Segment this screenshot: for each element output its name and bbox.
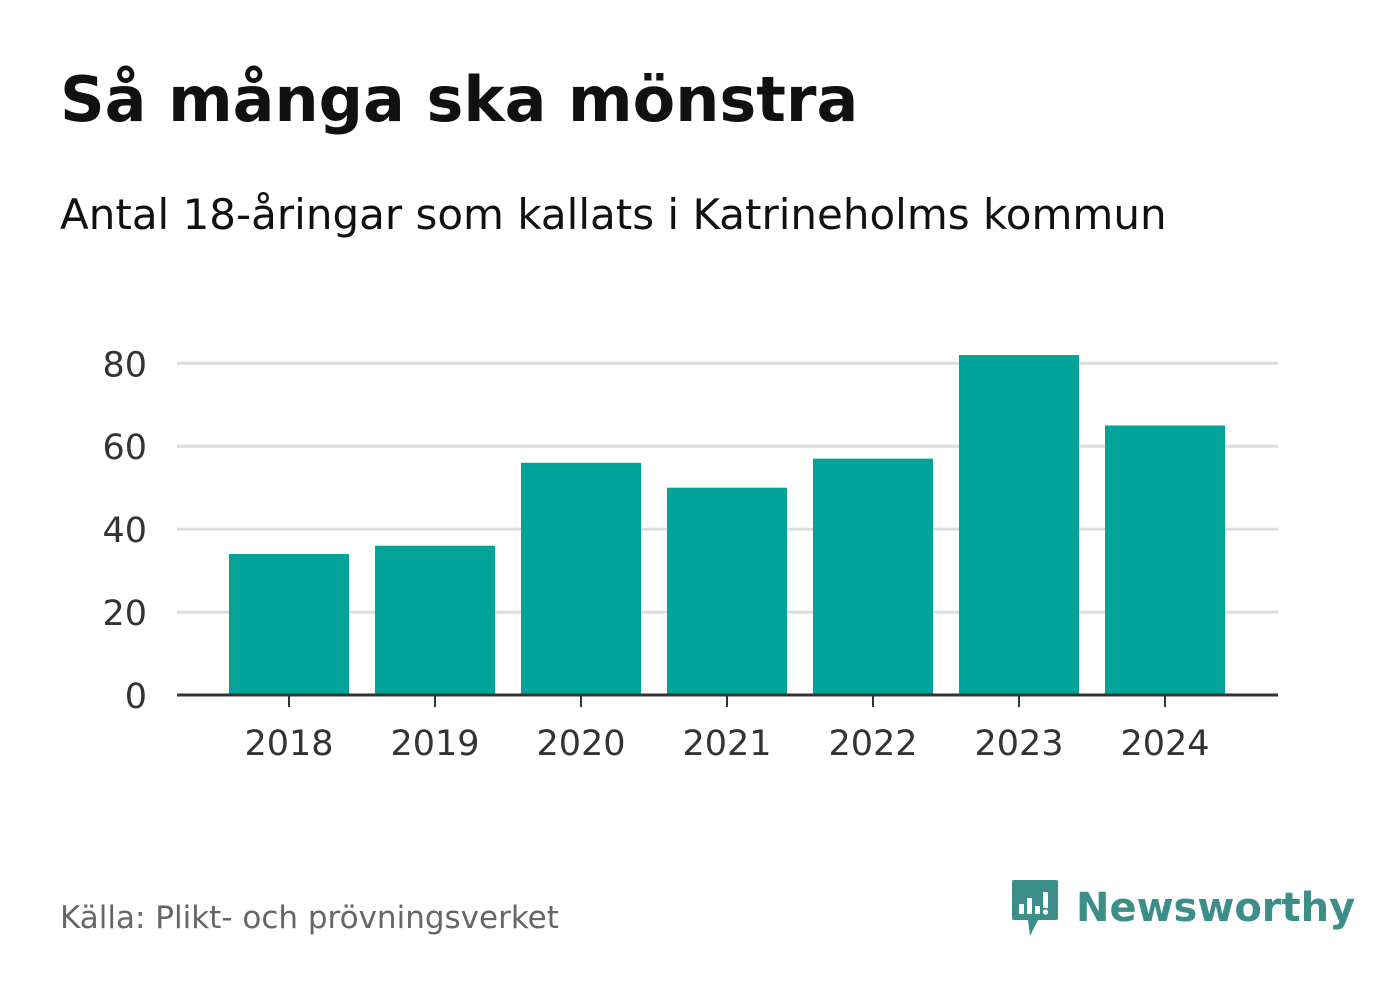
chart-title: Så många ska mönstra [60, 63, 859, 136]
x-tick-label: 2018 [244, 724, 333, 764]
y-tick-label: 0 [125, 677, 147, 717]
x-tick-label: 2020 [536, 724, 625, 764]
bar-2024 [1105, 425, 1225, 695]
bar-2018 [229, 554, 349, 695]
y-tick-label: 40 [102, 511, 147, 551]
source-note: Källa: Plikt- och prövningsverket [60, 900, 559, 936]
bar-2022 [813, 458, 933, 695]
brand-logo: Newsworthy [1010, 878, 1355, 938]
x-tick-label: 2022 [828, 724, 917, 764]
x-tick-label: 2023 [974, 724, 1063, 764]
x-tick-label: 2019 [390, 724, 479, 764]
y-tick-label: 80 [102, 345, 147, 385]
bar-2019 [375, 545, 495, 695]
bar-2023 [959, 355, 1079, 695]
bar-2020 [521, 462, 641, 695]
newsworthy-icon [1012, 880, 1058, 936]
y-tick-label: 20 [102, 594, 147, 634]
x-tick-label: 2021 [682, 724, 771, 764]
chart-subtitle: Antal 18-åringar som kallats i Katrineho… [60, 190, 1167, 239]
bar-2021 [667, 487, 787, 695]
brand-name: Newsworthy [1076, 885, 1356, 931]
x-tick-label: 2024 [1120, 724, 1209, 764]
y-tick-label: 60 [102, 428, 147, 468]
